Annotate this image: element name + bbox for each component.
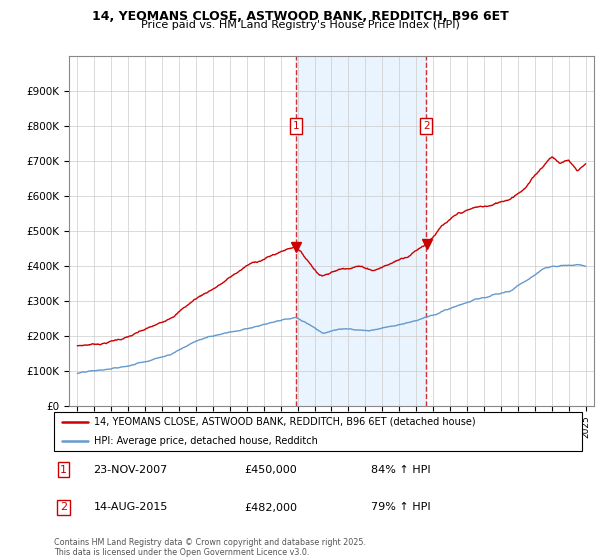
Text: 14, YEOMANS CLOSE, ASTWOOD BANK, REDDITCH, B96 6ET (detached house): 14, YEOMANS CLOSE, ASTWOOD BANK, REDDITC… [94, 417, 475, 427]
Text: Contains HM Land Registry data © Crown copyright and database right 2025.
This d: Contains HM Land Registry data © Crown c… [54, 538, 366, 557]
Text: 2: 2 [423, 121, 430, 131]
Text: HPI: Average price, detached house, Redditch: HPI: Average price, detached house, Redd… [94, 436, 317, 446]
Text: £482,000: £482,000 [244, 502, 297, 512]
Text: 84% ↑ HPI: 84% ↑ HPI [371, 465, 430, 475]
Text: 14, YEOMANS CLOSE, ASTWOOD BANK, REDDITCH, B96 6ET: 14, YEOMANS CLOSE, ASTWOOD BANK, REDDITC… [92, 10, 508, 23]
Text: 1: 1 [293, 121, 299, 131]
Text: Price paid vs. HM Land Registry's House Price Index (HPI): Price paid vs. HM Land Registry's House … [140, 20, 460, 30]
Text: £450,000: £450,000 [244, 465, 297, 475]
Bar [296, 56, 427, 406]
FancyBboxPatch shape [54, 412, 582, 451]
Text: 23-NOV-2007: 23-NOV-2007 [94, 465, 168, 475]
Text: 1: 1 [60, 465, 67, 475]
Text: 79% ↑ HPI: 79% ↑ HPI [371, 502, 430, 512]
Text: 14-AUG-2015: 14-AUG-2015 [94, 502, 168, 512]
Text: 2: 2 [60, 502, 67, 512]
